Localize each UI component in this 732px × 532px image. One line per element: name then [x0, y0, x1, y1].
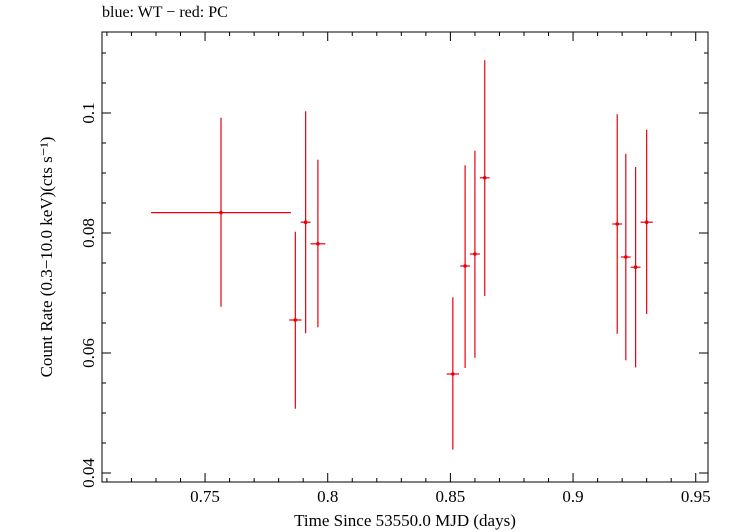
data-point	[300, 111, 311, 334]
x-tick-label: 0.9	[562, 487, 583, 506]
x-tick-label: 0.75	[190, 487, 220, 506]
y-tick-label: 0.08	[79, 218, 98, 248]
y-tick-label: 0.06	[79, 338, 98, 368]
data-point	[470, 150, 480, 358]
data-point	[620, 153, 631, 361]
plot-frame	[101, 31, 709, 483]
data-marker	[624, 255, 628, 259]
data-marker	[473, 252, 477, 256]
data-point	[612, 114, 623, 334]
data-marker	[463, 264, 467, 268]
y-tick-label: 0.1	[79, 102, 98, 123]
data-marker	[293, 318, 298, 322]
data-marker	[451, 372, 455, 376]
data-point	[460, 165, 471, 368]
data-marker	[615, 222, 620, 226]
data-marker	[219, 210, 223, 215]
data-point	[310, 159, 326, 328]
data-points	[151, 60, 653, 450]
data-point	[630, 167, 641, 368]
data-point	[289, 231, 302, 409]
x-tick-label: 0.95	[681, 487, 711, 506]
axis-ticks	[102, 32, 708, 482]
data-point	[479, 60, 490, 296]
data-point	[446, 297, 459, 450]
tick-labels: 0.75 0.8 0.85 0.9 0.95 0.04 0.06 0.08 0.1	[79, 102, 711, 506]
y-tick-label: 0.04	[79, 458, 98, 488]
x-tick-label: 0.85	[436, 487, 466, 506]
data-marker	[303, 220, 308, 224]
data-marker	[644, 220, 649, 224]
data-marker	[482, 176, 487, 180]
x-tick-label: 0.8	[317, 487, 338, 506]
y-axis-label: Count Rate (0.3−10.0 keV)(cts s⁻¹)	[37, 137, 56, 378]
data-marker	[316, 242, 320, 246]
data-point	[640, 129, 653, 314]
x-axis-label: Time Since 53550.0 MJD (days)	[294, 511, 516, 530]
data-point	[151, 117, 291, 307]
data-marker	[633, 265, 638, 270]
chart-title: blue: WT − red: PC	[102, 4, 228, 21]
